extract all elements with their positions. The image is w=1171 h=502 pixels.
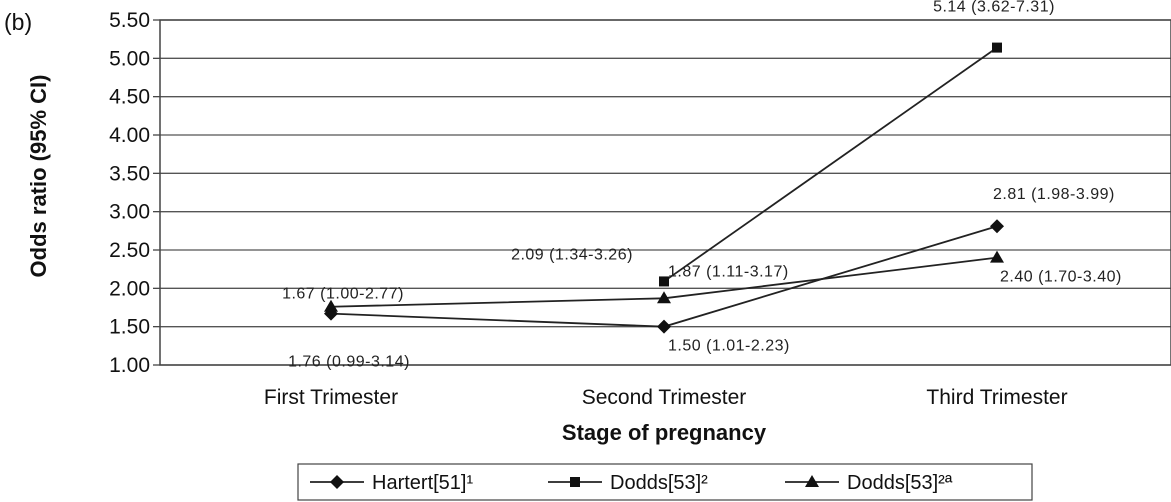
y-tick-label: 3.50 xyxy=(109,162,150,185)
y-tick-label: 1.00 xyxy=(109,354,150,377)
x-category-label: Second Trimester xyxy=(582,386,747,409)
legend-label: Hartert[51]¹ xyxy=(372,472,473,494)
legend-marker-diamond xyxy=(330,475,344,489)
data-label: 2.40 (1.70-3.40) xyxy=(1000,269,1122,286)
y-tick-labels: 1.00 1.50 2.00 2.50 3.00 3.50 4.00 4.50 5.00 5.50 xyxy=(109,9,150,377)
x-axis-title: Stage of pregnancy xyxy=(562,420,767,445)
data-labels: 1.67 (1.00-2.77) 1.50 (1.01-2.23) 2.81 (1.… xyxy=(282,0,1122,371)
legend-label: Dodds[53]²ª xyxy=(847,472,953,494)
y-tick-label: 5.50 xyxy=(109,9,150,32)
data-point-square xyxy=(992,42,1002,53)
plot-area-frame xyxy=(159,19,1171,366)
data-label: 1.76 (0.99-3.14) xyxy=(288,354,410,371)
data-label: 2.81 (1.98-3.99) xyxy=(993,186,1115,203)
y-tick-label: 1.50 xyxy=(109,316,150,339)
data-point-triangle xyxy=(990,250,1004,263)
y-tick-label: 3.00 xyxy=(109,201,150,224)
panel-label: (b) xyxy=(4,9,32,35)
data-label: 1.50 (1.01-2.23) xyxy=(668,338,790,355)
legend-box xyxy=(297,463,1033,501)
data-point-triangle xyxy=(657,291,671,304)
data-label: 1.67 (1.00-2.77) xyxy=(282,286,404,303)
y-tick-label: 2.50 xyxy=(109,239,150,262)
y-axis-title: Odds ratio (95% CI) xyxy=(26,75,51,278)
x-category-label: First Trimester xyxy=(264,386,398,409)
x-category-label: Third Trimester xyxy=(926,386,1067,409)
data-label: 2.09 (1.34-3.26) xyxy=(511,246,633,263)
data-label: 1.87 (1.11-3.17) xyxy=(668,263,789,280)
legend-marker-square xyxy=(570,477,580,487)
legend-marker-triangle xyxy=(805,475,819,487)
legend: Hartert[51]¹ Dodds[53]² Dodds[53]²ª xyxy=(297,463,1033,501)
y-tick-label: 2.00 xyxy=(109,277,150,300)
data-point-triangle xyxy=(324,299,338,312)
series-markers xyxy=(324,42,1004,334)
y-tick-label: 4.50 xyxy=(109,86,150,109)
data-label: 5.14 (3.62-7.31) xyxy=(933,0,1055,16)
data-point-square xyxy=(659,276,669,287)
legend-label: Dodds[53]² xyxy=(610,472,708,494)
data-point-diamond xyxy=(990,219,1004,234)
series-line-1 xyxy=(663,46,998,283)
data-point-diamond xyxy=(657,319,671,334)
y-tick-label: 5.00 xyxy=(109,47,150,70)
y-tick-label: 4.00 xyxy=(109,124,150,147)
x-category-labels: First Trimester Second Trimester Third Tri… xyxy=(264,386,1068,409)
